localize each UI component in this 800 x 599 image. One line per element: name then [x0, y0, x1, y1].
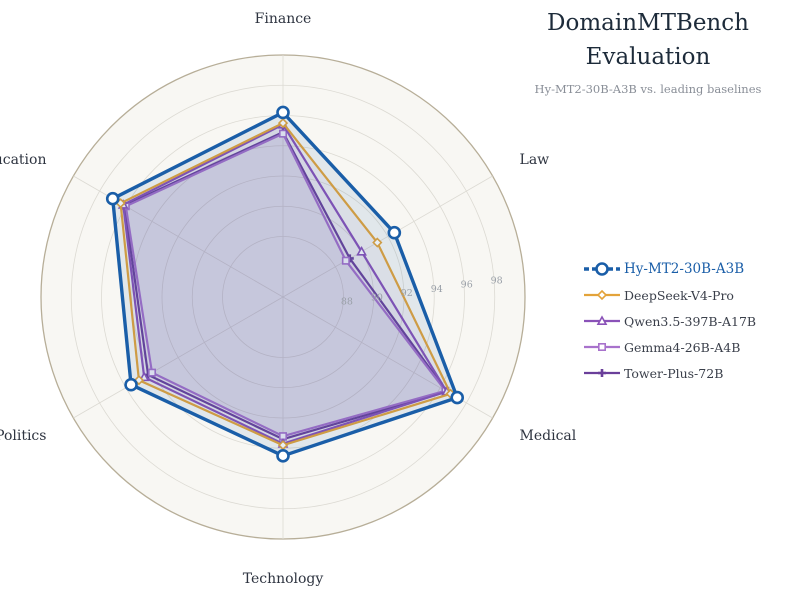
legend-label: Tower-Plus-72B [624, 365, 724, 381]
radial-tick-label: 88 [341, 297, 353, 308]
legend-marker [595, 262, 609, 276]
legend-marker [597, 343, 606, 352]
chart-title-block: DomainMTBench Evaluation Hy-MT2-30B-A3B … [518, 6, 778, 96]
legend-marker [596, 289, 608, 301]
data-point [124, 377, 138, 392]
legend-swatch [584, 289, 620, 301]
axis-label-education: Education [0, 152, 46, 168]
legend-item: Gemma4-26B-A4B [582, 334, 756, 360]
legend-label: DeepSeek-V4-Pro [624, 287, 734, 303]
radial-tick-label: 92 [401, 288, 413, 299]
legend-marker [596, 315, 608, 325]
axis-label-medical: Medical [520, 428, 577, 444]
chart-legend: Hy-MT2-30B-A3B DeepSeek-V4-Pro Qwen3.5-397… [582, 256, 756, 386]
data-point [276, 105, 290, 120]
axis-label-politics: Politics [0, 428, 46, 444]
radial-tick-label: 96 [461, 280, 473, 291]
legend-swatch [584, 343, 620, 352]
legend-item: DeepSeek-V4-Pro [582, 282, 756, 308]
data-point [148, 368, 157, 377]
data-point [277, 117, 289, 129]
data-point [450, 390, 465, 405]
data-point [356, 245, 367, 256]
legend-label: Hy-MT2-30B-A3B [624, 261, 745, 277]
legend-item: Qwen3.5-397B-A17B [582, 308, 756, 334]
radial-tick-label: 90 [371, 292, 383, 303]
legend-swatch [584, 315, 620, 325]
chart-title-line-2: Evaluation [585, 44, 711, 70]
legend-label: Qwen3.5-397B-A17B [624, 313, 757, 329]
radial-tick-label: 94 [431, 284, 443, 295]
axis-label-finance: Finance [255, 11, 312, 27]
radar-spoke-1 [282, 175, 493, 298]
series-1 [115, 117, 456, 451]
data-point [278, 129, 287, 138]
legend-label: Gemma4-26B-A4B [624, 339, 741, 355]
legend-swatch [584, 369, 620, 377]
data-point [341, 256, 350, 265]
data-point [372, 237, 383, 248]
legend-swatch [584, 262, 620, 276]
axis-label-technology: Technology [243, 571, 324, 587]
chart-subtitle: Hy-MT2-30B-A3B vs. leading baselines [534, 82, 762, 96]
radial-tick-label: 98 [491, 276, 503, 287]
legend-item: Tower-Plus-72B [582, 360, 756, 386]
data-point [105, 191, 120, 206]
radar-labels: 88 90 92 94 96 98 Finance Law Medical Technology P… [0, 11, 577, 587]
radar-series [105, 105, 465, 463]
series-0 [105, 105, 465, 463]
axis-label-law: Law [520, 152, 550, 168]
legend-item: Hy-MT2-30B-A3B [582, 256, 756, 282]
chart-title-line-1: DomainMTBench [547, 10, 749, 36]
radar-spoke-4 [73, 296, 284, 419]
legend-marker [598, 369, 606, 377]
data-point [276, 449, 290, 463]
data-point [387, 225, 402, 240]
